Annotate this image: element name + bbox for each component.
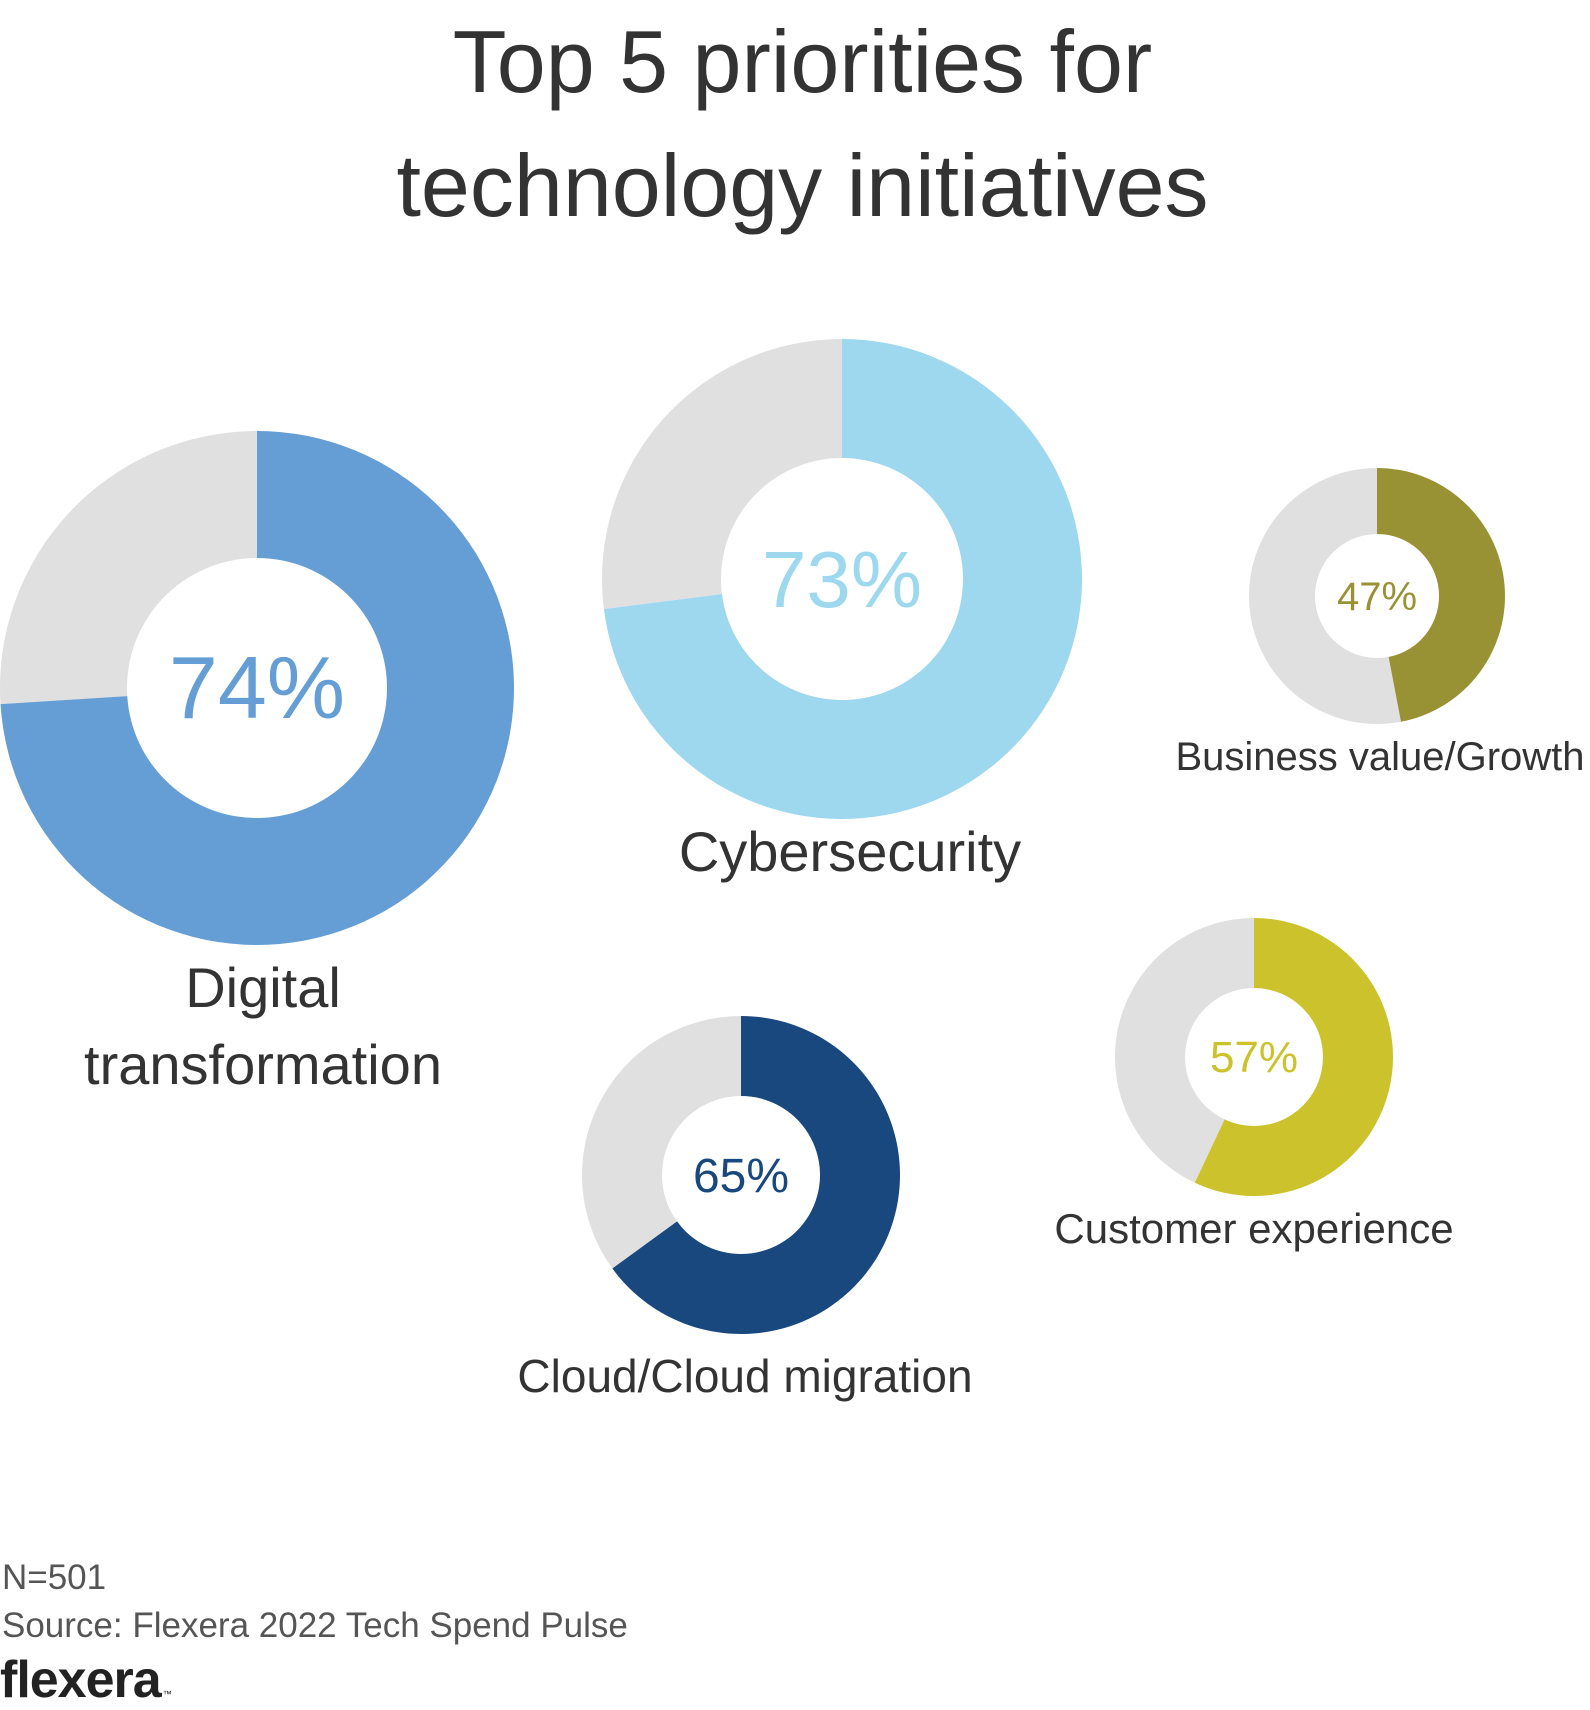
donut-charts: 74% Digital transformation 73% Cybersecurity… — [0, 339, 1585, 1402]
donut-slice-digital-transformation — [0, 431, 514, 945]
donut-business-value-growth: 47% Business value/Growth — [1175, 468, 1585, 779]
category-label-digital-transformation-line-1: Digital — [185, 956, 341, 1019]
chart-title-line-1: Top 5 priorities for — [452, 12, 1153, 111]
category-label-business-value-growth: Business value/Growth — [1175, 735, 1584, 779]
donut-remainder-cloud-cloud-migration — [581, 1016, 741, 1269]
category-label-customer-experience: Customer experience — [1054, 1205, 1453, 1252]
flexera-logo-text: flexera — [0, 1651, 162, 1709]
sample-size-note: N=501 — [2, 1558, 107, 1597]
donut-remainder-business-value-growth — [1249, 468, 1401, 724]
donut-remainder-customer-experience — [1115, 918, 1254, 1183]
donut-cloud-cloud-migration: 65% Cloud/Cloud migration — [517, 1016, 973, 1402]
value-label-customer-experience: 57% — [1210, 1033, 1298, 1082]
donut-slice-business-value-growth — [1377, 468, 1506, 722]
donut-customer-experience: 57% Customer experience — [1054, 918, 1454, 1252]
donut-slice-cloud-cloud-migration — [612, 1016, 900, 1335]
trademark-symbol: ™ — [162, 1689, 172, 1699]
value-label-cloud-cloud-migration: 65% — [693, 1150, 789, 1203]
chart-title-line-2: technology initiatives — [396, 136, 1209, 235]
category-label-cloud-cloud-migration: Cloud/Cloud migration — [517, 1350, 972, 1402]
donut-slice-cybersecurity — [603, 339, 1083, 819]
value-label-digital-transformation: 74% — [169, 638, 345, 737]
donut-cybersecurity: 73% Cybersecurity — [602, 339, 1083, 883]
donut-remainder-cybersecurity — [602, 339, 842, 610]
source-note: Source: Flexera 2022 Tech Spend Pulse — [2, 1606, 628, 1645]
category-label-cybersecurity: Cybersecurity — [679, 820, 1021, 883]
chart-title: Top 5 priorities for technology initiati… — [0, 0, 1590, 248]
value-label-business-value-growth: 47% — [1337, 575, 1417, 619]
donut-slice-customer-experience — [1194, 918, 1393, 1196]
flexera-logo: flexera ™ — [0, 1650, 172, 1710]
donut-digital-transformation: 74% Digital transformation — [0, 431, 514, 1096]
category-label-digital-transformation-line-2: transformation — [84, 1033, 442, 1096]
value-label-cybersecurity: 73% — [762, 535, 922, 624]
donut-remainder-digital-transformation — [0, 431, 257, 705]
